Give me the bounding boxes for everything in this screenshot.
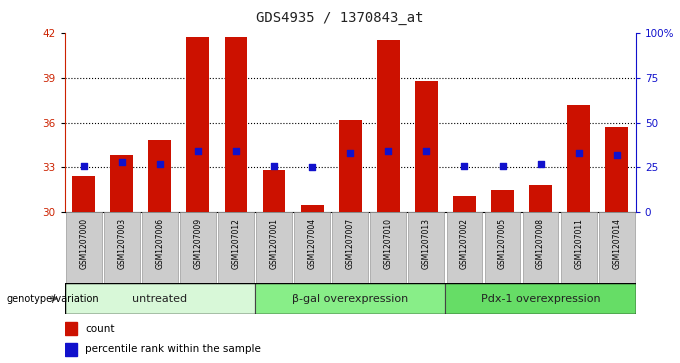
Point [231,148,241,154]
Bar [65,322,76,335]
Text: GSM1207011: GSM1207011 [574,218,583,269]
Point [345,150,356,156]
FancyBboxPatch shape [180,212,216,283]
FancyBboxPatch shape [447,212,482,283]
FancyBboxPatch shape [255,283,445,314]
Text: GSM1207000: GSM1207000 [79,218,88,269]
Point [611,152,622,158]
Text: GSM1207005: GSM1207005 [498,218,507,269]
Bar [605,127,628,212]
Point [535,161,546,167]
FancyBboxPatch shape [142,212,177,283]
Bar [339,119,362,212]
Point [459,163,470,168]
Bar [148,140,171,212]
Text: GSM1207004: GSM1207004 [307,218,317,269]
Text: β-gal overexpression: β-gal overexpression [292,294,408,303]
Point [497,163,508,168]
Bar [415,81,438,212]
FancyBboxPatch shape [371,212,406,283]
Text: GSM1207007: GSM1207007 [345,218,355,269]
Point [154,161,165,167]
Point [192,148,203,154]
Point [269,163,279,168]
FancyBboxPatch shape [561,212,596,283]
Text: Pdx-1 overexpression: Pdx-1 overexpression [481,294,600,303]
Bar [529,185,552,212]
FancyBboxPatch shape [523,212,558,283]
Bar [301,205,324,212]
FancyBboxPatch shape [599,212,634,283]
FancyBboxPatch shape [65,283,255,314]
FancyBboxPatch shape [409,212,444,283]
FancyBboxPatch shape [256,212,292,283]
Text: GSM1207006: GSM1207006 [155,218,165,269]
Text: untreated: untreated [132,294,188,303]
Bar [567,105,590,212]
Text: GSM1207014: GSM1207014 [612,218,622,269]
Text: GSM1207010: GSM1207010 [384,218,393,269]
Text: GDS4935 / 1370843_at: GDS4935 / 1370843_at [256,11,424,25]
Text: GSM1207009: GSM1207009 [193,218,203,269]
Text: GSM1207002: GSM1207002 [460,218,469,269]
Text: count: count [85,323,114,334]
FancyBboxPatch shape [218,212,254,283]
Bar [224,37,248,212]
Text: percentile rank within the sample: percentile rank within the sample [85,344,261,354]
Bar [110,155,133,212]
Text: GSM1207001: GSM1207001 [269,218,279,269]
Bar [377,40,400,212]
Bar [453,196,476,212]
FancyBboxPatch shape [485,212,520,283]
Point [116,159,127,165]
FancyBboxPatch shape [445,283,636,314]
FancyBboxPatch shape [333,212,368,283]
Bar [65,343,76,356]
FancyBboxPatch shape [66,212,101,283]
Bar [262,171,286,212]
Point [383,148,394,154]
Bar [186,37,209,212]
Text: GSM1207008: GSM1207008 [536,218,545,269]
Text: genotype/variation: genotype/variation [7,294,99,303]
Bar [72,176,95,212]
Point [421,148,432,154]
Point [78,163,89,168]
Text: GSM1207012: GSM1207012 [231,218,241,269]
Bar [491,190,514,212]
Text: GSM1207003: GSM1207003 [117,218,126,269]
Text: GSM1207013: GSM1207013 [422,218,431,269]
Point [307,164,318,170]
Point [573,150,584,156]
FancyBboxPatch shape [104,212,139,283]
FancyBboxPatch shape [294,212,330,283]
